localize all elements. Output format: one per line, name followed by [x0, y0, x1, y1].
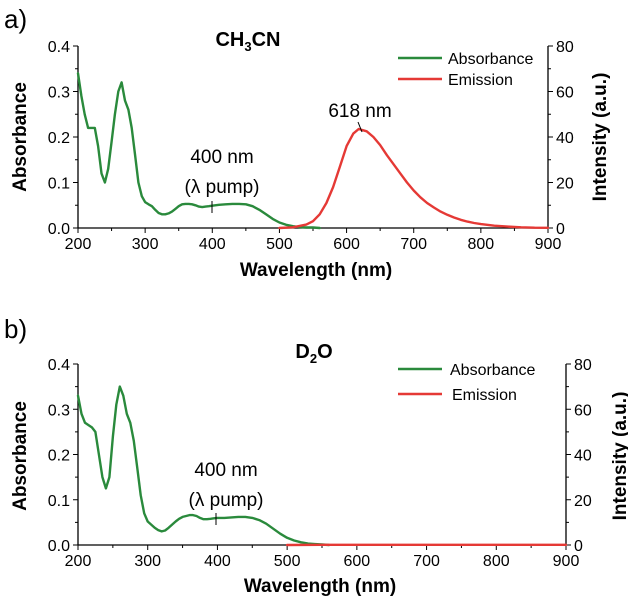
series-layer-a [76, 72, 550, 230]
y-tick-label: 0.0 [48, 221, 70, 238]
y-tick-label: 0.3 [48, 85, 70, 102]
y2-tick-label: 40 [556, 130, 574, 147]
x-tick-label: 300 [132, 236, 159, 253]
y2-tick-label: 20 [574, 493, 592, 510]
annotation-lambda-pump-b: (λ pump) [189, 490, 264, 511]
y2-tick-label: 20 [556, 176, 574, 193]
x-tick-label: 500 [266, 236, 293, 253]
panel-a: a) CH3CN 200 300 400 500 600 700 800 9000.00.10… [4, 4, 611, 281]
x-tick-label: 600 [333, 236, 360, 253]
legend-label-absorbance: Absorbance [448, 51, 533, 68]
series-line-absorbance [76, 72, 321, 230]
y2-tick-label: 80 [574, 357, 592, 374]
x-tick-label: 400 [199, 236, 226, 253]
y-axis-title-b: Absorbance [10, 401, 31, 511]
series-line-absorbance [76, 385, 331, 547]
y-tick-label: 0.2 [48, 130, 70, 147]
y2-tick-label: 60 [556, 85, 574, 102]
x-tick-label: 200 [65, 236, 92, 253]
annotation-400nm-b: 400 nm [194, 460, 257, 481]
x-tick-label: 700 [413, 553, 440, 570]
annotation-618nm: 618 nm [328, 101, 391, 122]
legend-label-emission: Emission [448, 72, 513, 89]
legend-b: Absorbance Emission [398, 362, 535, 404]
y2-tick-label: 60 [574, 402, 592, 419]
y2-tick-label: 0 [574, 538, 583, 555]
y2-axis-title-b: Intensity (a.u.) [610, 392, 628, 521]
y2-tick-label: 0 [556, 221, 565, 238]
series-layer-b [76, 385, 568, 547]
annotation-400nm-a: 400 nm [190, 147, 253, 168]
x-tick-label: 900 [535, 236, 562, 253]
x-tick-label: 800 [483, 553, 510, 570]
x-tick-label: 900 [553, 553, 580, 570]
x-tick-label: 300 [134, 553, 161, 570]
panel-label-b: b) [4, 314, 27, 344]
ticks-a: 200 300 400 500 600 700 800 900 0.0 0.1 0.2 0.3 0.4 0… [48, 39, 574, 253]
x-axis-title-a: Wavelength (nm) [240, 260, 392, 281]
y-axis-title-a: Absorbance [10, 82, 31, 192]
y-tick-label: 0.0 [48, 538, 70, 555]
x-tick-label: 500 [274, 553, 301, 570]
y-tick-label: 0.1 [48, 493, 70, 510]
x-tick-label: 200 [65, 553, 92, 570]
legend-label-absorbance: Absorbance [450, 362, 535, 379]
annotation-lambda-pump-a: (λ pump) [185, 177, 260, 198]
y-tick-label: 0.4 [48, 39, 70, 56]
y-tick-label: 0.4 [48, 357, 70, 374]
y-tick-label: 0.2 [48, 448, 70, 465]
y2-axis-title-a: Intensity (a.u.) [590, 73, 611, 202]
x-tick-label: 400 [204, 553, 231, 570]
x-tick-label: 800 [468, 236, 495, 253]
legend-label-emission: Emission [452, 387, 517, 404]
y-tick-label: 0.1 [48, 176, 70, 193]
y-tick-label: 0.3 [48, 402, 70, 419]
ticks-b: 200 300 400 500 600 700 800 900 0.0 0.1 0.2 0.3 0.4 0… [48, 357, 592, 570]
y2-tick-label: 40 [574, 448, 592, 465]
x-tick-label: 600 [344, 553, 371, 570]
solvent-label-a: CH3CN [215, 29, 280, 54]
panel-label-a: a) [4, 4, 27, 34]
series-line-emission [278, 127, 550, 230]
y2-tick-label: 80 [556, 39, 574, 56]
x-tick-label: 700 [400, 236, 427, 253]
panel-b: b) D2O 200 300 400 500 600 700 800 9000.00.10.2… [4, 314, 628, 597]
x-axis-title-b: Wavelength (nm) [244, 576, 396, 597]
solvent-label-b: D2O [295, 341, 332, 366]
annotation-618nm-marker [357, 121, 363, 133]
legend-a: Absorbance Emission [398, 51, 533, 89]
